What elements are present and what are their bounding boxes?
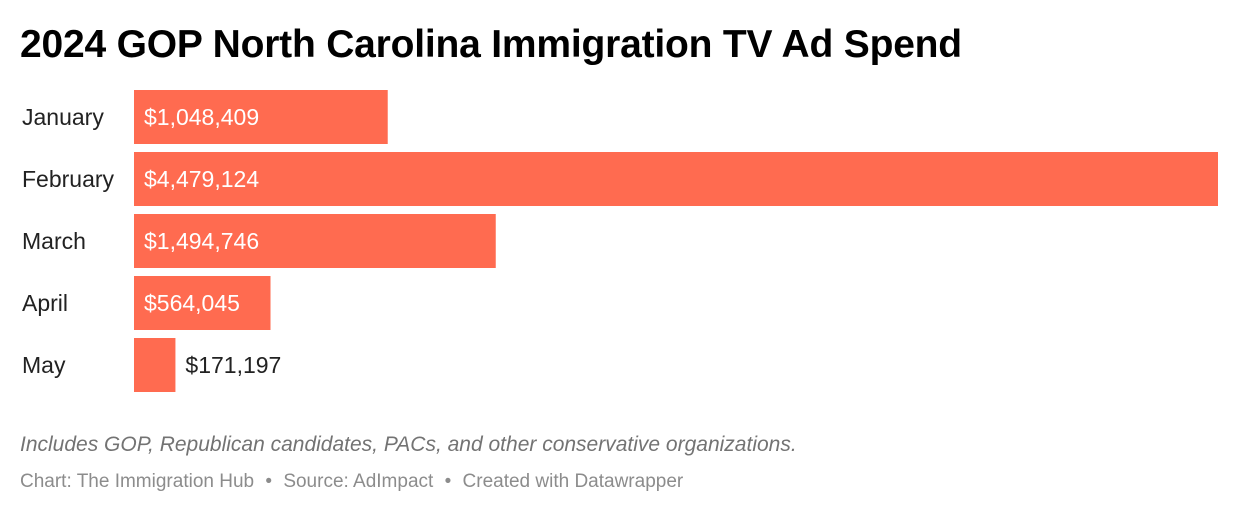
- chart-footer: Chart: The Immigration Hub • Source: AdI…: [20, 468, 683, 496]
- category-label: January: [22, 104, 104, 130]
- category-label: February: [22, 166, 115, 192]
- value-label: $1,494,746: [144, 228, 259, 254]
- category-label: April: [22, 290, 68, 316]
- bar: [134, 90, 388, 144]
- footer-chart-label: Chart:: [20, 471, 72, 492]
- value-label: $1,048,409: [144, 104, 259, 130]
- chart-notes: Includes GOP, Republican candidates, PAC…: [20, 433, 797, 456]
- footer-separator: •: [265, 471, 273, 492]
- footer-separator: •: [444, 471, 452, 492]
- bar: [134, 152, 1218, 206]
- footer-chart-by: The Immigration Hub: [76, 471, 255, 492]
- footer-source-label: Source:: [283, 471, 349, 492]
- category-label: March: [22, 228, 86, 254]
- bar-chart: January $1,048,409 February $4,479,124 March…: [22, 90, 1218, 392]
- category-label: May: [22, 352, 66, 378]
- bar: [134, 276, 271, 330]
- bar: [134, 338, 176, 392]
- value-label: $564,045: [144, 290, 240, 316]
- footer-source: AdImpact: [353, 471, 434, 492]
- value-label: $171,197: [185, 352, 281, 378]
- chart-title: 2024 GOP North Carolina Immigration TV A…: [20, 23, 962, 66]
- bar: [134, 214, 496, 268]
- footer-created-with: Created with Datawrapper: [462, 471, 684, 492]
- value-label: $4,479,124: [144, 166, 259, 192]
